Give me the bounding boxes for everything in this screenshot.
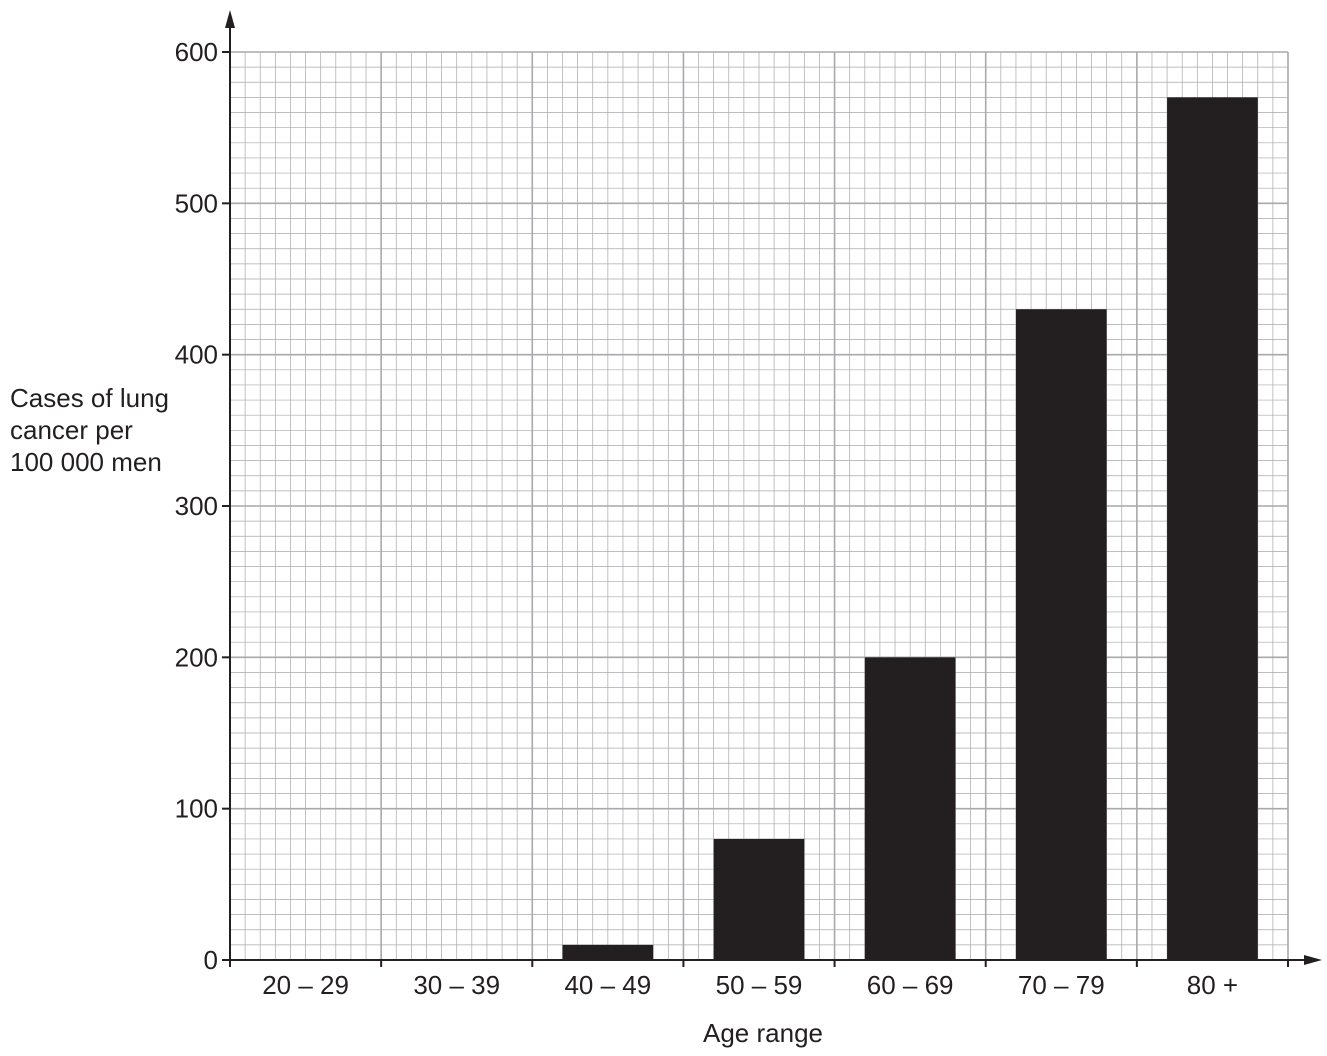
y-axis-title-line-3: 100 000 men <box>10 447 162 477</box>
x-tick-label: 30 – 39 <box>413 970 500 1000</box>
x-tick-label: 20 – 29 <box>262 970 349 1000</box>
x-tick-label: 70 – 79 <box>1018 970 1105 1000</box>
y-axis-title-line-1: Cases of lung <box>10 383 169 413</box>
bar-6 <box>1015 309 1107 960</box>
bar-5 <box>864 657 956 960</box>
y-axis-title-line-2: cancer per <box>10 415 133 445</box>
bar-3 <box>562 944 654 960</box>
major-gridlines <box>229 51 1289 961</box>
y-tick-label: 0 <box>204 945 218 975</box>
axes <box>225 10 1322 965</box>
bar-7 <box>1167 97 1258 960</box>
y-ticks: 0 100 200 300 400 500 600 <box>175 37 230 975</box>
y-tick-label: 100 <box>175 794 218 824</box>
x-ticks: 20 – 29 30 – 39 40 – 49 50 – 59 60 – 69 70 – … <box>229 960 1289 1000</box>
x-axis-arrow <box>1304 955 1322 965</box>
x-tick-label: 40 – 49 <box>564 970 651 1000</box>
y-tick-label: 200 <box>175 642 218 672</box>
x-tick-label: 50 – 59 <box>716 970 803 1000</box>
bars <box>562 97 1258 960</box>
y-tick-label: 300 <box>175 491 218 521</box>
x-tick-label: 60 – 69 <box>867 970 954 1000</box>
bar-4 <box>713 838 805 960</box>
y-tick-label: 400 <box>175 340 218 370</box>
y-axis-arrow <box>225 10 235 28</box>
y-tick-label: 600 <box>175 37 218 67</box>
y-tick-label: 500 <box>175 188 218 218</box>
x-axis-title: Age range <box>703 1018 823 1048</box>
x-tick-label: 80 + <box>1187 970 1238 1000</box>
